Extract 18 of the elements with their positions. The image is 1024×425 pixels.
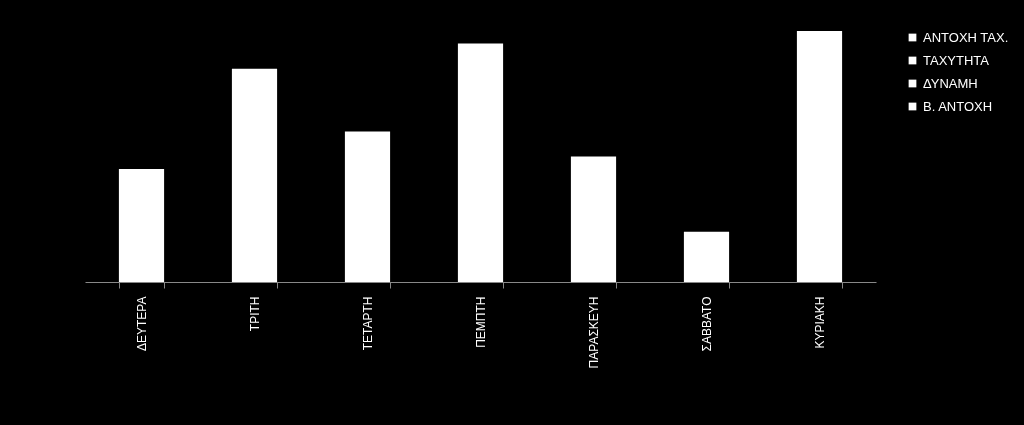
legend-label: ΑΝΤΟΧΗ ΤΑΧ. — [923, 29, 1009, 45]
x-tick-label: ΤΡΙΤΗ — [248, 296, 262, 332]
x-tick-label: ΔΕΥΤΕΡΑ — [135, 296, 149, 351]
legend-label: ΔΥΝΑΜΗ — [923, 75, 978, 91]
bar — [570, 156, 617, 282]
bar — [231, 68, 278, 282]
bar — [118, 169, 165, 282]
bar — [683, 231, 730, 282]
x-tick-label: ΚΥΡΙΑΚΗ — [813, 296, 827, 349]
bar — [457, 43, 504, 282]
x-tick-label: ΠΕΜΠΤΗ — [474, 296, 488, 348]
legend-label: Β. ΑΝΤΟΧΗ — [923, 98, 993, 114]
x-tick-label: ΣΑΒΒΑΤΟ — [700, 296, 714, 352]
x-tick-label: ΠΑΡΑΣΚΕΥΗ — [587, 296, 601, 369]
bar — [796, 31, 843, 282]
bar — [344, 131, 391, 282]
legend-label: ΤΑΧΥΤΗΤΑ — [923, 52, 990, 68]
x-tick-label: ΤΕΤΑΡΤΗ — [361, 296, 375, 351]
